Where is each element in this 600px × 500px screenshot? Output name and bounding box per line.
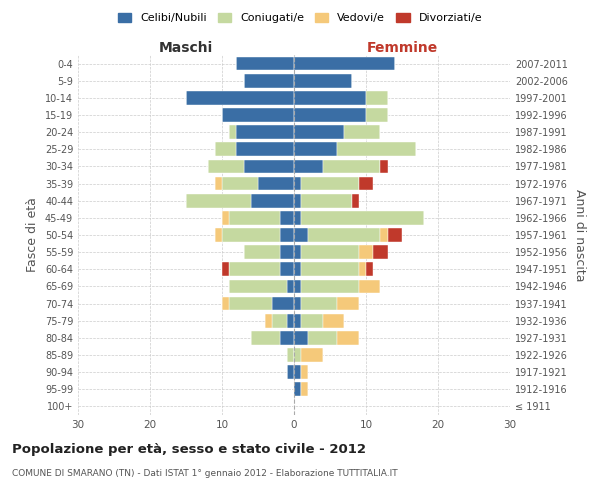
Bar	[301, 262, 359, 276]
Bar	[337, 142, 416, 156]
Bar	[301, 176, 359, 190]
Bar	[222, 108, 294, 122]
Bar	[265, 314, 272, 328]
Bar	[272, 296, 294, 310]
Bar	[244, 160, 294, 173]
Bar	[359, 262, 366, 276]
Bar	[208, 160, 244, 173]
Bar	[251, 331, 280, 344]
Text: Femmine: Femmine	[367, 41, 437, 55]
Bar	[280, 331, 294, 344]
Bar	[301, 348, 323, 362]
Bar	[215, 228, 222, 242]
Bar	[294, 142, 337, 156]
Bar	[215, 142, 236, 156]
Text: Popolazione per età, sesso e stato civile - 2012: Popolazione per età, sesso e stato civil…	[12, 442, 366, 456]
Bar	[229, 211, 280, 224]
Bar	[280, 228, 294, 242]
Bar	[186, 91, 294, 104]
Bar	[388, 228, 402, 242]
Bar	[294, 211, 301, 224]
Bar	[294, 296, 301, 310]
Bar	[222, 296, 229, 310]
Bar	[258, 176, 294, 190]
Text: COMUNE DI SMARANO (TN) - Dati ISTAT 1° gennaio 2012 - Elaborazione TUTTITALIA.IT: COMUNE DI SMARANO (TN) - Dati ISTAT 1° g…	[12, 468, 398, 477]
Bar	[308, 331, 337, 344]
Bar	[301, 194, 352, 207]
Bar	[323, 314, 344, 328]
Bar	[366, 91, 388, 104]
Bar	[352, 194, 359, 207]
Y-axis label: Fasce di età: Fasce di età	[26, 198, 39, 272]
Bar	[222, 228, 280, 242]
Bar	[294, 91, 366, 104]
Bar	[301, 314, 323, 328]
Bar	[294, 262, 301, 276]
Bar	[236, 56, 294, 70]
Bar	[222, 176, 258, 190]
Bar	[301, 296, 337, 310]
Bar	[323, 160, 380, 173]
Bar	[294, 176, 301, 190]
Bar	[359, 280, 380, 293]
Bar	[294, 382, 301, 396]
Bar	[294, 56, 395, 70]
Legend: Celibi/Nubili, Coniugati/e, Vedovi/e, Divorziati/e: Celibi/Nubili, Coniugati/e, Vedovi/e, Di…	[113, 8, 487, 28]
Bar	[337, 296, 359, 310]
Bar	[294, 331, 308, 344]
Bar	[280, 262, 294, 276]
Bar	[280, 246, 294, 259]
Bar	[301, 280, 359, 293]
Bar	[287, 280, 294, 293]
Bar	[373, 246, 388, 259]
Bar	[301, 366, 308, 379]
Bar	[244, 74, 294, 88]
Y-axis label: Anni di nascita: Anni di nascita	[573, 188, 586, 281]
Bar	[229, 126, 236, 139]
Bar	[366, 262, 373, 276]
Bar	[294, 246, 301, 259]
Bar	[236, 142, 294, 156]
Bar	[308, 228, 380, 242]
Bar	[229, 296, 272, 310]
Bar	[294, 280, 301, 293]
Bar	[301, 246, 359, 259]
Bar	[344, 126, 380, 139]
Bar	[222, 211, 229, 224]
Bar	[287, 366, 294, 379]
Bar	[251, 194, 294, 207]
Bar	[280, 211, 294, 224]
Bar	[287, 348, 294, 362]
Bar	[272, 314, 287, 328]
Bar	[294, 228, 308, 242]
Bar	[294, 108, 366, 122]
Text: Maschi: Maschi	[159, 41, 213, 55]
Bar	[366, 108, 388, 122]
Bar	[294, 366, 301, 379]
Bar	[229, 280, 287, 293]
Bar	[380, 160, 388, 173]
Bar	[301, 382, 308, 396]
Bar	[186, 194, 251, 207]
Bar	[359, 246, 373, 259]
Bar	[244, 246, 280, 259]
Bar	[380, 228, 388, 242]
Bar	[294, 314, 301, 328]
Bar	[294, 74, 352, 88]
Bar	[222, 262, 229, 276]
Bar	[359, 176, 373, 190]
Bar	[229, 262, 280, 276]
Bar	[294, 126, 344, 139]
Bar	[301, 211, 424, 224]
Bar	[294, 348, 301, 362]
Bar	[294, 194, 301, 207]
Bar	[236, 126, 294, 139]
Bar	[287, 314, 294, 328]
Bar	[294, 160, 323, 173]
Bar	[337, 331, 359, 344]
Bar	[215, 176, 222, 190]
